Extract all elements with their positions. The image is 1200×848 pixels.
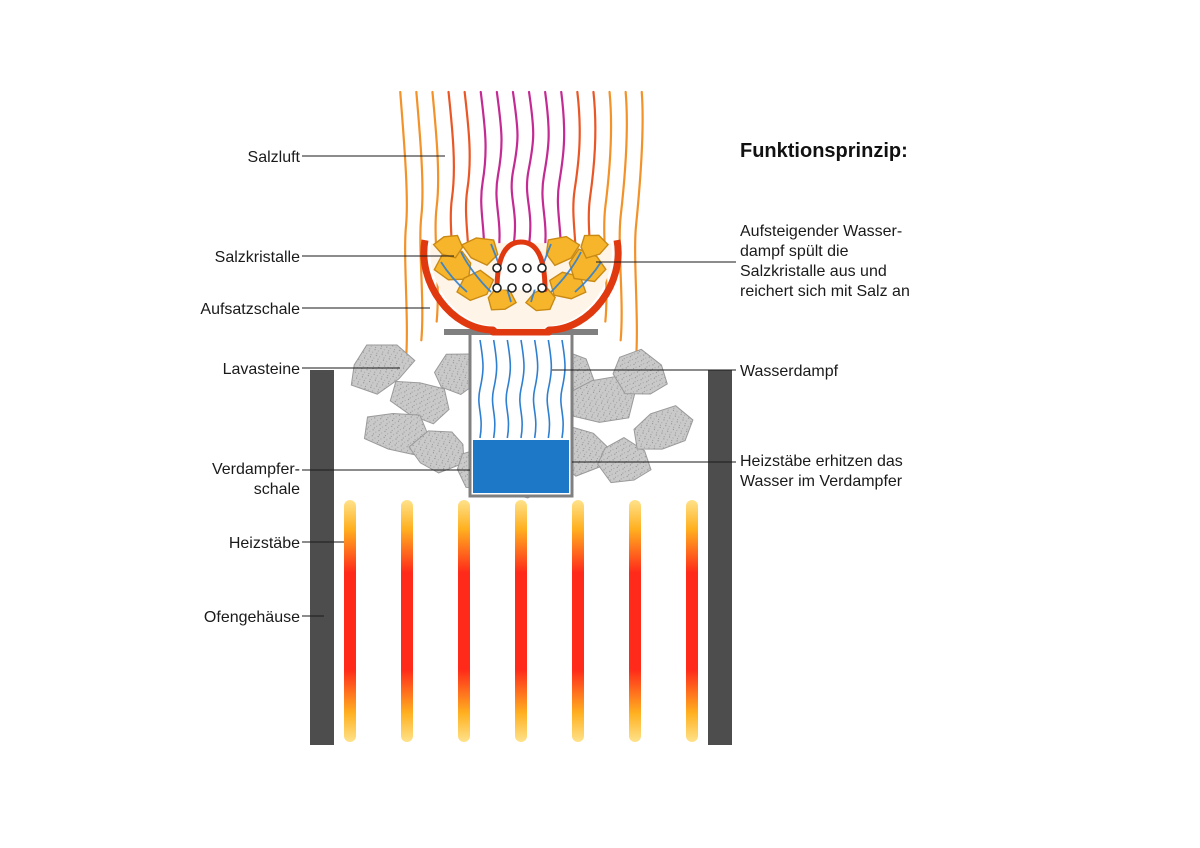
- label-salzkrist: Salzkristalle: [100, 248, 300, 268]
- label-verdampfer: Verdampfer-schale: [100, 460, 300, 500]
- label-salzluft: Salzluft: [100, 148, 300, 168]
- label-lava: Lavasteine: [100, 360, 300, 380]
- label-aufsatz: Aufsatzschale: [100, 300, 300, 320]
- diagram-stage: Funktionsprinzip: Salzluft Salzkristalle A…: [0, 0, 1200, 848]
- diagram-title: Funktionsprinzip:: [740, 140, 908, 163]
- label-desc1: Aufsteigender Wasser-dampf spült dieSalz…: [740, 222, 970, 302]
- diagram-svg: [0, 0, 1200, 848]
- label-heizstaebe: Heizstäbe: [100, 534, 300, 554]
- label-gehaeuse: Ofengehäuse: [100, 608, 300, 628]
- label-wasserdampf: Wasserdampf: [740, 362, 970, 382]
- label-desc2: Heizstäbe erhitzen dasWasser im Verdampf…: [740, 452, 970, 492]
